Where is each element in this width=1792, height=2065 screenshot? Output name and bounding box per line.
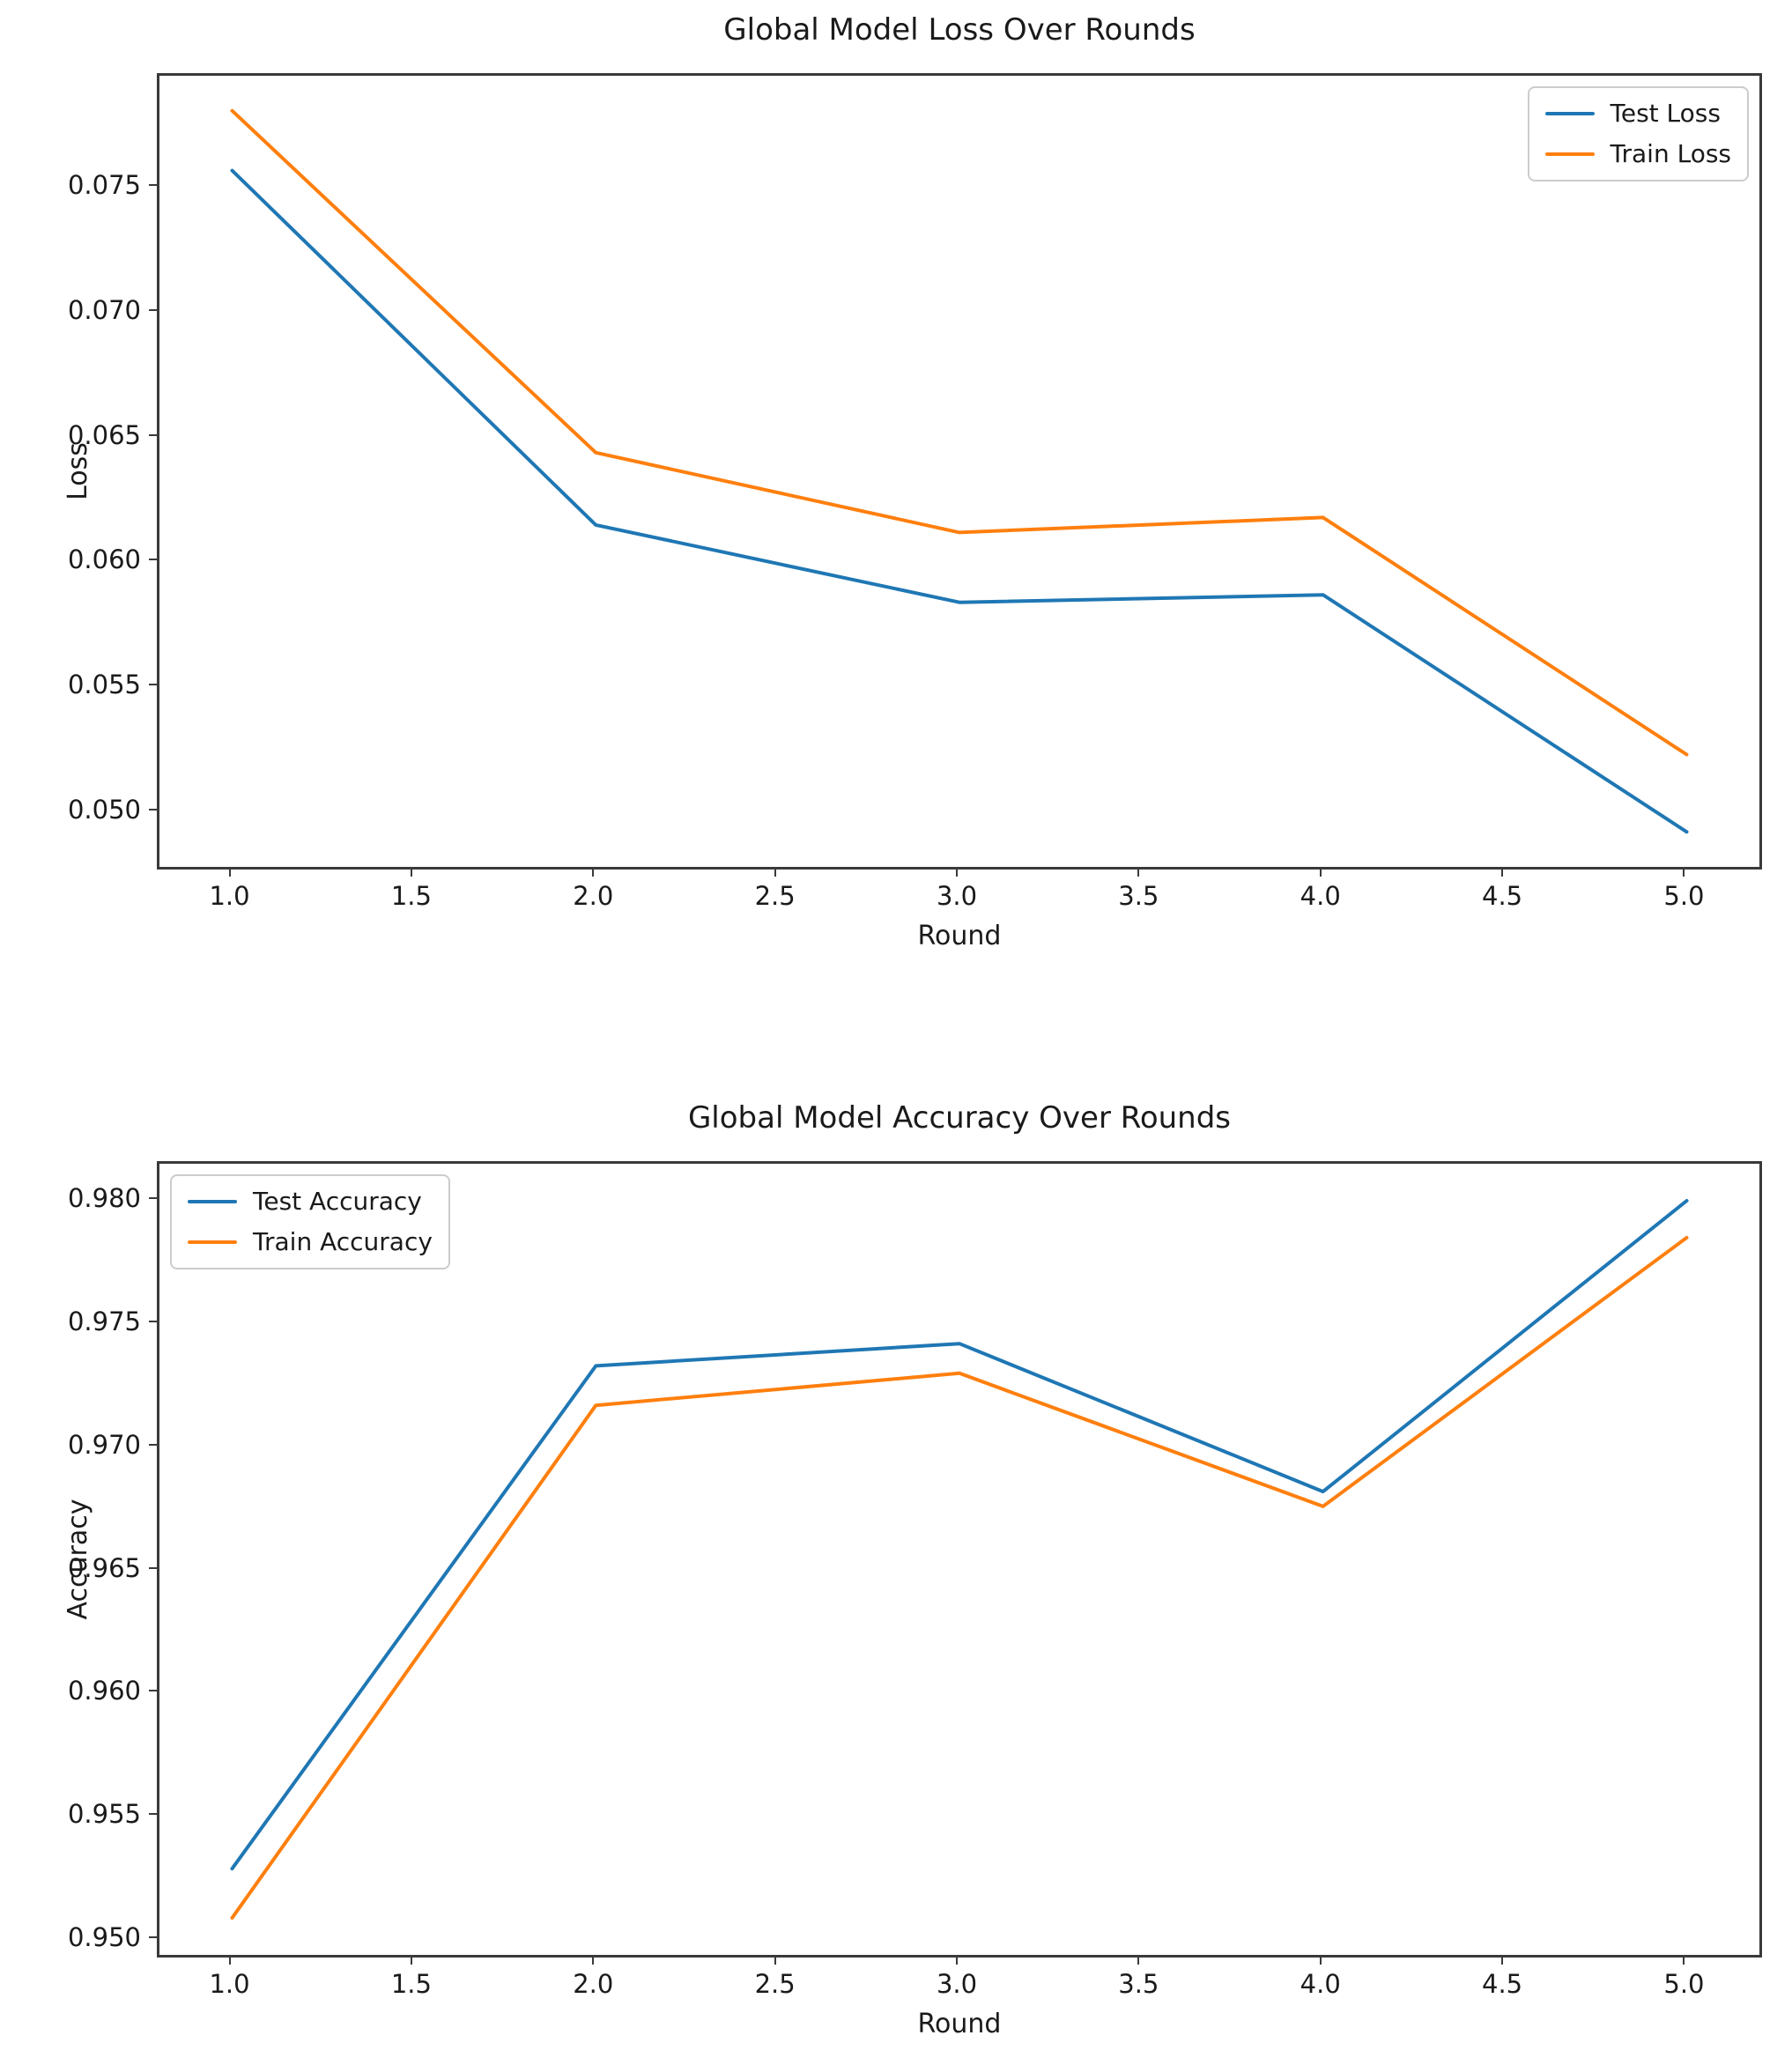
x-tick-label: 5.0: [1663, 1969, 1705, 1999]
x-tick-labels: 1.0 1.5 2.0 2.5 3.0 3.5 4.0 4.5 5.0: [157, 1968, 1762, 2003]
y-tick-labels: 0.050 0.055 0.060 0.065 0.070 0.075: [0, 73, 141, 870]
x-tick-labels: 1.0 1.5 2.0 2.5 3.0 3.5 4.0 4.5 5.0: [157, 880, 1762, 915]
x-tick-mark: [1319, 1957, 1322, 1965]
y-tick-label: 0.950: [67, 1922, 141, 1953]
x-tick-label: 2.0: [573, 1969, 614, 1999]
x-tick-mark: [410, 869, 412, 877]
x-tick-label: 3.5: [1118, 881, 1159, 911]
x-tick-mark: [228, 869, 231, 877]
y-tick-mark: [149, 1443, 157, 1446]
x-tick-mark: [410, 1957, 412, 1965]
x-tick-label: 3.5: [1118, 1969, 1159, 1999]
legend-label: Train Accuracy: [253, 1227, 433, 1256]
x-tick-label: 2.5: [754, 881, 796, 911]
x-tick-mark: [228, 1957, 231, 1965]
x-tick-label: 4.5: [1482, 881, 1523, 911]
x-tick-label: 4.0: [1300, 1969, 1341, 1999]
accuracy-chart: Global Model Accuracy Over Rounds Accura…: [0, 1088, 1792, 2065]
legend-line-swatch: [1544, 152, 1595, 156]
series-line-test-accuracy: [230, 1199, 1689, 1871]
plot-area: Test Loss Train Loss: [157, 73, 1762, 870]
loss-chart: Global Model Loss Over Rounds Loss 0.050…: [0, 0, 1792, 1032]
y-tick-label: 0.075: [67, 170, 141, 201]
y-tick-mark: [149, 684, 157, 686]
x-tick-mark: [774, 1957, 776, 1965]
legend-item-train-accuracy: Train Accuracy: [188, 1227, 433, 1257]
x-tick-label: 3.0: [936, 1969, 978, 1999]
legend-label: Train Loss: [1610, 139, 1732, 168]
legend: Test Loss Train Loss: [1527, 86, 1749, 181]
x-tick-mark: [774, 869, 776, 877]
x-tick-mark: [1683, 869, 1685, 877]
y-tick-label: 0.965: [67, 1552, 141, 1583]
legend-label: Test Accuracy: [253, 1187, 422, 1216]
x-tick-mark: [956, 1957, 958, 1965]
legend-line-swatch: [188, 1240, 237, 1244]
y-tick-label: 0.970: [67, 1429, 141, 1460]
y-tick-label: 0.055: [67, 670, 141, 700]
legend-line-swatch: [188, 1200, 237, 1203]
x-tick-label: 4.0: [1300, 881, 1341, 911]
x-tick-label: 2.5: [754, 1969, 796, 1999]
x-axis-label: Round: [917, 921, 1002, 951]
x-tick-mark: [592, 1957, 595, 1965]
series-line-train-loss: [230, 108, 1689, 757]
x-tick-label: 1.0: [209, 881, 250, 911]
y-tick-label: 0.955: [67, 1799, 141, 1830]
y-tick-mark: [149, 1196, 157, 1199]
y-tick-mark: [149, 1320, 157, 1322]
y-tick-mark: [149, 309, 157, 312]
legend-item-test-loss: Test Loss: [1544, 99, 1732, 129]
x-tick-mark: [1501, 869, 1504, 877]
y-tick-mark: [149, 184, 157, 187]
y-tick-mark: [149, 559, 157, 561]
y-tick-labels: 0.950 0.955 0.960 0.965 0.970 0.975 0.980: [0, 1161, 141, 1958]
y-tick-label: 0.060: [67, 544, 141, 575]
y-tick-mark: [149, 1936, 157, 1939]
series-line-test-loss: [230, 168, 1689, 834]
y-tick-mark: [149, 1813, 157, 1816]
line-series-svg: [230, 1199, 1689, 1920]
plot-area: Test Accuracy Train Accuracy: [157, 1161, 1762, 1958]
legend-item-test-accuracy: Test Accuracy: [188, 1187, 433, 1217]
legend: Test Accuracy Train Accuracy: [170, 1174, 450, 1269]
x-tick-label: 1.5: [390, 881, 432, 911]
y-tick-label: 0.070: [67, 295, 141, 326]
line-series-svg: [230, 108, 1689, 834]
chart-title: Global Model Loss Over Rounds: [723, 12, 1196, 48]
x-tick-mark: [956, 869, 958, 877]
x-tick-label: 5.0: [1663, 881, 1705, 911]
x-tick-mark: [1137, 1957, 1140, 1965]
y-tick-label: 0.980: [67, 1182, 141, 1213]
x-tick-label: 4.5: [1482, 1969, 1523, 1999]
legend-label: Test Loss: [1610, 99, 1721, 128]
legend-item-train-loss: Train Loss: [1544, 139, 1732, 169]
x-tick-label: 3.0: [936, 881, 978, 911]
y-tick-label: 0.050: [67, 794, 141, 825]
y-tick-mark: [149, 1566, 157, 1569]
x-tick-mark: [1137, 869, 1140, 877]
x-tick-mark: [1683, 1957, 1685, 1965]
series-line-train-accuracy: [230, 1235, 1689, 1920]
x-tick-mark: [592, 869, 595, 877]
y-tick-label: 0.065: [67, 419, 141, 450]
y-tick-label: 0.960: [67, 1676, 141, 1706]
y-tick-mark: [149, 1690, 157, 1692]
x-tick-mark: [1319, 869, 1322, 877]
legend-line-swatch: [1544, 112, 1595, 115]
x-axis-label: Round: [917, 2009, 1002, 2039]
x-tick-label: 1.0: [209, 1969, 250, 1999]
y-tick-label: 0.975: [67, 1306, 141, 1336]
x-tick-label: 1.5: [390, 1969, 432, 1999]
x-tick-label: 2.0: [573, 881, 614, 911]
y-tick-mark: [149, 433, 157, 436]
chart-title: Global Model Accuracy Over Rounds: [687, 1100, 1232, 1136]
x-tick-mark: [1501, 1957, 1504, 1965]
y-tick-mark: [149, 808, 157, 810]
